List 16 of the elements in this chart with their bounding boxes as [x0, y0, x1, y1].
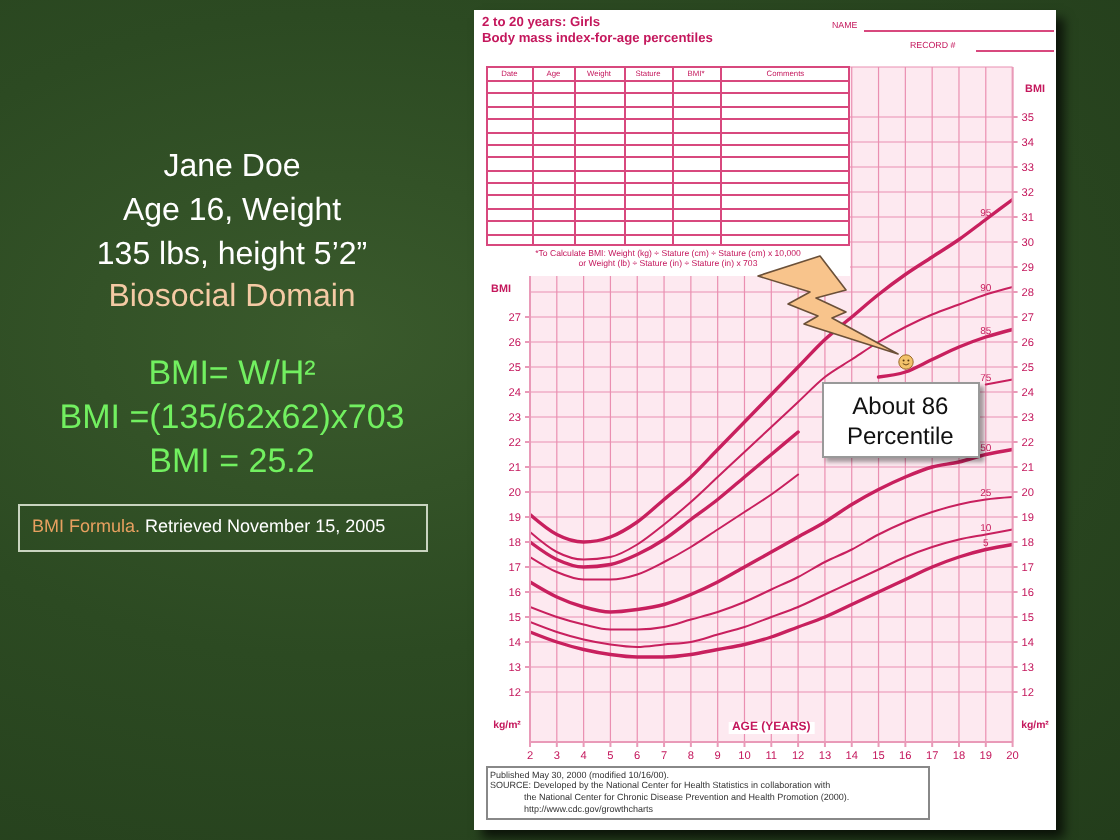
- line-series: [530, 496, 1013, 631]
- text: Biosocial Domain: [108, 280, 356, 317]
- text: 135 lbs, height 5’2”: [96, 238, 368, 275]
- text: Jane Doe: [163, 150, 301, 187]
- text: Age 16, Weight: [122, 194, 342, 231]
- text: BMI Formula.: [32, 516, 141, 536]
- line-series: [530, 447, 1013, 614]
- line-series: [530, 528, 1013, 648]
- annotation: About 86 Percentile: [821, 382, 980, 458]
- line-series: [530, 542, 1013, 659]
- line-series: [530, 197, 1013, 544]
- text: BMI =(135/62x62)x703: [59, 398, 405, 438]
- line-series: [530, 286, 1013, 561]
- text: BMI = 25.2: [149, 442, 315, 482]
- text: BMI= W/H²: [148, 354, 316, 394]
- text: Retrieved November 15, 2005: [145, 516, 386, 536]
